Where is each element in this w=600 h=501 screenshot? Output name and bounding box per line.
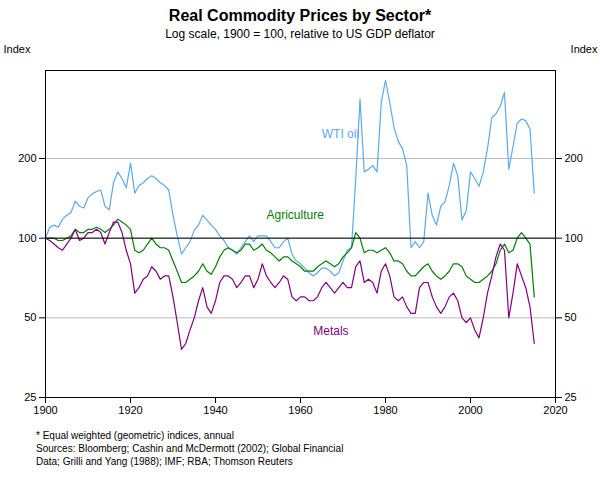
svg-text:Metals: Metals (313, 324, 348, 338)
svg-text:2000: 2000 (458, 404, 482, 416)
svg-text:1960: 1960 (288, 404, 312, 416)
svg-text:1900: 1900 (33, 404, 57, 416)
svg-text:200: 200 (18, 152, 36, 164)
svg-text:100: 100 (18, 232, 36, 244)
svg-text:1940: 1940 (203, 404, 227, 416)
svg-text:25: 25 (565, 391, 577, 403)
html-text:Log scale, 1900 = 100, relativ: Log scale, 1900 = 100, relative to US GD… (165, 27, 435, 41)
html-text:Real Commodity Prices by Secto: Real Commodity Prices by Sector* (168, 7, 432, 24)
svg-text:1920: 1920 (118, 404, 142, 416)
svg-text:25: 25 (24, 391, 36, 403)
svg-text:1980: 1980 (373, 404, 397, 416)
svg-text:50: 50 (24, 311, 36, 323)
svg-text:Agriculture: Agriculture (267, 208, 325, 222)
svg-text:200: 200 (565, 152, 583, 164)
svg-text:50: 50 (565, 311, 577, 323)
svg-text:2020: 2020 (543, 404, 567, 416)
svg-text:Index: Index (4, 43, 31, 55)
svg-text:WTI oil: WTI oil (322, 127, 359, 141)
html-text:* Equal weighted (geometric) i: * Equal weighted (geometric) indices, an… (36, 430, 344, 467)
svg-text:100: 100 (565, 232, 583, 244)
svg-text:Index: Index (571, 43, 598, 55)
